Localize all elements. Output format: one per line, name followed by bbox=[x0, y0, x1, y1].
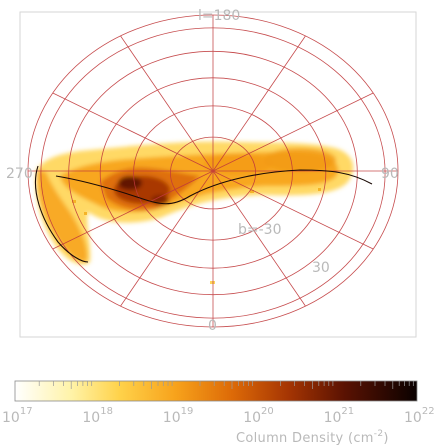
colorbar-title: Column Density (cm-2) bbox=[236, 429, 389, 445]
latitude-label-30: 30 bbox=[312, 260, 330, 276]
latitude-label-minus-30: b=-30 bbox=[238, 222, 281, 238]
meridian-line bbox=[212, 170, 306, 307]
colorbar-tick-label: 1018 bbox=[82, 406, 113, 426]
meridian-line bbox=[120, 170, 214, 307]
meridian-line bbox=[120, 35, 214, 172]
graticule-grid bbox=[27, 14, 399, 328]
colorbar-tick-label: 1021 bbox=[324, 406, 355, 426]
stream-peak bbox=[118, 176, 142, 190]
colorbar-minor-ticks bbox=[38, 381, 414, 389]
plot-frame bbox=[19, 11, 417, 338]
longitude-label-0: 0 bbox=[208, 318, 217, 334]
colorbar-tick-label: 1022 bbox=[404, 406, 435, 426]
stream-speckles bbox=[72, 188, 321, 284]
stream-emission bbox=[35, 141, 354, 284]
colorbar-tick-label: 1020 bbox=[243, 406, 274, 426]
orbit-track bbox=[34, 165, 373, 263]
longitude-label-180: l=180 bbox=[198, 8, 240, 24]
meridian-line bbox=[52, 92, 214, 172]
colorbar-tick-labels: 1017 1018 1019 1020 1021 1022 bbox=[2, 406, 435, 426]
colorbar: 1017 1018 1019 1020 1021 1022 Column Density … bbox=[2, 380, 435, 445]
longitude-label-270: 270 bbox=[6, 166, 33, 182]
meridian-line bbox=[212, 35, 306, 172]
colorbar-title-close: ) bbox=[383, 431, 388, 445]
meridian-line bbox=[52, 170, 214, 250]
stream-clump-right bbox=[264, 148, 336, 172]
stream-tail-left bbox=[37, 170, 88, 262]
colorbar-title-text: Column Density (cm bbox=[236, 431, 374, 445]
longitude-label-90: 90 bbox=[381, 166, 399, 182]
colorbar-tick-label: 1019 bbox=[163, 406, 194, 426]
meridian-line bbox=[212, 170, 374, 250]
meridian-line bbox=[212, 92, 374, 172]
colorbar-tick-label: 1017 bbox=[2, 406, 33, 426]
colorbar-gradient bbox=[14, 380, 418, 402]
colorbar-title-exponent: -2 bbox=[374, 429, 384, 439]
